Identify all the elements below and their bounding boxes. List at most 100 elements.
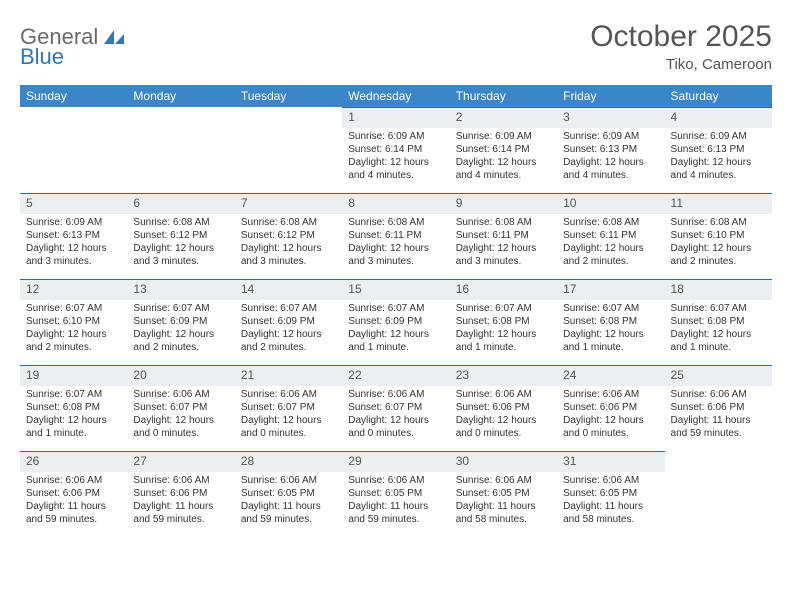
- daylight-text: Daylight: 11 hours and 58 minutes.: [456, 500, 551, 526]
- weekday-header: Monday: [127, 85, 234, 107]
- sunrise-text: Sunrise: 6:06 AM: [26, 474, 121, 487]
- day-number: 1: [342, 107, 449, 128]
- sunset-text: Sunset: 6:09 PM: [348, 315, 443, 328]
- header: General October 2025 Tiko, Cameroon: [20, 20, 772, 73]
- day-body: Sunrise: 6:07 AMSunset: 6:09 PMDaylight:…: [342, 300, 449, 358]
- sunrise-text: Sunrise: 6:09 AM: [456, 130, 551, 143]
- sunrise-text: Sunrise: 6:07 AM: [456, 302, 551, 315]
- sunrise-text: Sunrise: 6:06 AM: [133, 388, 228, 401]
- sunset-text: Sunset: 6:07 PM: [348, 401, 443, 414]
- day-number: 16: [450, 279, 557, 300]
- day-body: Sunrise: 6:09 AMSunset: 6:13 PMDaylight:…: [20, 214, 127, 272]
- sunset-text: Sunset: 6:05 PM: [456, 487, 551, 500]
- sunrise-text: Sunrise: 6:06 AM: [348, 388, 443, 401]
- day-number: 23: [450, 365, 557, 386]
- day-number: 6: [127, 193, 234, 214]
- calendar-day-cell: [127, 107, 234, 193]
- sunset-text: Sunset: 6:14 PM: [348, 143, 443, 156]
- day-number: 15: [342, 279, 449, 300]
- calendar-day-cell: 2Sunrise: 6:09 AMSunset: 6:14 PMDaylight…: [450, 107, 557, 193]
- sunrise-text: Sunrise: 6:06 AM: [671, 388, 766, 401]
- calendar-day-cell: [665, 451, 772, 537]
- page-subtitle: Tiko, Cameroon: [590, 56, 772, 73]
- sunrise-text: Sunrise: 6:08 AM: [133, 216, 228, 229]
- logo-text-blue: Blue: [20, 44, 64, 70]
- daylight-text: Daylight: 12 hours and 4 minutes.: [348, 156, 443, 182]
- calendar-day-cell: 23Sunrise: 6:06 AMSunset: 6:06 PMDayligh…: [450, 365, 557, 451]
- daylight-text: Daylight: 11 hours and 59 minutes.: [241, 500, 336, 526]
- sunset-text: Sunset: 6:11 PM: [563, 229, 658, 242]
- daylight-text: Daylight: 12 hours and 2 minutes.: [241, 328, 336, 354]
- sunset-text: Sunset: 6:07 PM: [133, 401, 228, 414]
- calendar-day-cell: 10Sunrise: 6:08 AMSunset: 6:11 PMDayligh…: [557, 193, 664, 279]
- sunset-text: Sunset: 6:06 PM: [671, 401, 766, 414]
- calendar-day-cell: 9Sunrise: 6:08 AMSunset: 6:11 PMDaylight…: [450, 193, 557, 279]
- calendar-day-cell: 8Sunrise: 6:08 AMSunset: 6:11 PMDaylight…: [342, 193, 449, 279]
- calendar-day-cell: 26Sunrise: 6:06 AMSunset: 6:06 PMDayligh…: [20, 451, 127, 537]
- calendar-day-cell: [20, 107, 127, 193]
- daylight-text: Daylight: 12 hours and 0 minutes.: [348, 414, 443, 440]
- sunrise-text: Sunrise: 6:07 AM: [133, 302, 228, 315]
- day-body: Sunrise: 6:06 AMSunset: 6:05 PMDaylight:…: [235, 472, 342, 530]
- sunrise-text: Sunrise: 6:06 AM: [456, 474, 551, 487]
- daylight-text: Daylight: 12 hours and 1 minute.: [671, 328, 766, 354]
- day-number: 9: [450, 193, 557, 214]
- sunset-text: Sunset: 6:08 PM: [671, 315, 766, 328]
- weekday-header: Thursday: [450, 85, 557, 107]
- sunrise-text: Sunrise: 6:06 AM: [563, 388, 658, 401]
- calendar-day-cell: 13Sunrise: 6:07 AMSunset: 6:09 PMDayligh…: [127, 279, 234, 365]
- calendar-day-cell: 21Sunrise: 6:06 AMSunset: 6:07 PMDayligh…: [235, 365, 342, 451]
- calendar-day-cell: 3Sunrise: 6:09 AMSunset: 6:13 PMDaylight…: [557, 107, 664, 193]
- day-body: Sunrise: 6:06 AMSunset: 6:07 PMDaylight:…: [235, 386, 342, 444]
- sunrise-text: Sunrise: 6:08 AM: [348, 216, 443, 229]
- calendar-day-cell: 15Sunrise: 6:07 AMSunset: 6:09 PMDayligh…: [342, 279, 449, 365]
- day-body: Sunrise: 6:07 AMSunset: 6:08 PMDaylight:…: [450, 300, 557, 358]
- sunrise-text: Sunrise: 6:06 AM: [456, 388, 551, 401]
- day-body: Sunrise: 6:08 AMSunset: 6:11 PMDaylight:…: [342, 214, 449, 272]
- calendar-day-cell: 7Sunrise: 6:08 AMSunset: 6:12 PMDaylight…: [235, 193, 342, 279]
- daylight-text: Daylight: 11 hours and 59 minutes.: [348, 500, 443, 526]
- day-number: 3: [557, 107, 664, 128]
- daylight-text: Daylight: 11 hours and 58 minutes.: [563, 500, 658, 526]
- sunset-text: Sunset: 6:13 PM: [563, 143, 658, 156]
- calendar-week-row: 5Sunrise: 6:09 AMSunset: 6:13 PMDaylight…: [20, 193, 772, 279]
- day-number: 20: [127, 365, 234, 386]
- day-number: 4: [665, 107, 772, 128]
- calendar-week-row: 26Sunrise: 6:06 AMSunset: 6:06 PMDayligh…: [20, 451, 772, 537]
- daylight-text: Daylight: 11 hours and 59 minutes.: [133, 500, 228, 526]
- daylight-text: Daylight: 12 hours and 3 minutes.: [241, 242, 336, 268]
- daylight-text: Daylight: 12 hours and 0 minutes.: [456, 414, 551, 440]
- day-number: 11: [665, 193, 772, 214]
- day-body: Sunrise: 6:08 AMSunset: 6:12 PMDaylight:…: [235, 214, 342, 272]
- sunset-text: Sunset: 6:07 PM: [241, 401, 336, 414]
- day-number: 17: [557, 279, 664, 300]
- sunset-text: Sunset: 6:13 PM: [671, 143, 766, 156]
- day-body: Sunrise: 6:07 AMSunset: 6:09 PMDaylight:…: [127, 300, 234, 358]
- sunrise-text: Sunrise: 6:06 AM: [348, 474, 443, 487]
- day-number: 26: [20, 451, 127, 472]
- day-body: Sunrise: 6:06 AMSunset: 6:05 PMDaylight:…: [557, 472, 664, 530]
- calendar-day-cell: 14Sunrise: 6:07 AMSunset: 6:09 PMDayligh…: [235, 279, 342, 365]
- day-number: 27: [127, 451, 234, 472]
- calendar-body: 1Sunrise: 6:09 AMSunset: 6:14 PMDaylight…: [20, 107, 772, 537]
- calendar-week-row: 1Sunrise: 6:09 AMSunset: 6:14 PMDaylight…: [20, 107, 772, 193]
- day-body: Sunrise: 6:06 AMSunset: 6:07 PMDaylight:…: [127, 386, 234, 444]
- daylight-text: Daylight: 12 hours and 3 minutes.: [348, 242, 443, 268]
- calendar-week-row: 19Sunrise: 6:07 AMSunset: 6:08 PMDayligh…: [20, 365, 772, 451]
- sunset-text: Sunset: 6:05 PM: [241, 487, 336, 500]
- sunset-text: Sunset: 6:06 PM: [563, 401, 658, 414]
- day-body: Sunrise: 6:08 AMSunset: 6:11 PMDaylight:…: [557, 214, 664, 272]
- calendar-day-cell: 6Sunrise: 6:08 AMSunset: 6:12 PMDaylight…: [127, 193, 234, 279]
- calendar-header-row: SundayMondayTuesdayWednesdayThursdayFrid…: [20, 85, 772, 107]
- calendar-day-cell: 28Sunrise: 6:06 AMSunset: 6:05 PMDayligh…: [235, 451, 342, 537]
- sunrise-text: Sunrise: 6:08 AM: [671, 216, 766, 229]
- daylight-text: Daylight: 12 hours and 4 minutes.: [563, 156, 658, 182]
- day-body: Sunrise: 6:07 AMSunset: 6:10 PMDaylight:…: [20, 300, 127, 358]
- sunrise-text: Sunrise: 6:06 AM: [133, 474, 228, 487]
- sunrise-text: Sunrise: 6:07 AM: [563, 302, 658, 315]
- page-title: October 2025: [590, 20, 772, 54]
- daylight-text: Daylight: 12 hours and 1 minute.: [348, 328, 443, 354]
- day-number: 21: [235, 365, 342, 386]
- calendar-day-cell: [235, 107, 342, 193]
- weekday-header: Wednesday: [342, 85, 449, 107]
